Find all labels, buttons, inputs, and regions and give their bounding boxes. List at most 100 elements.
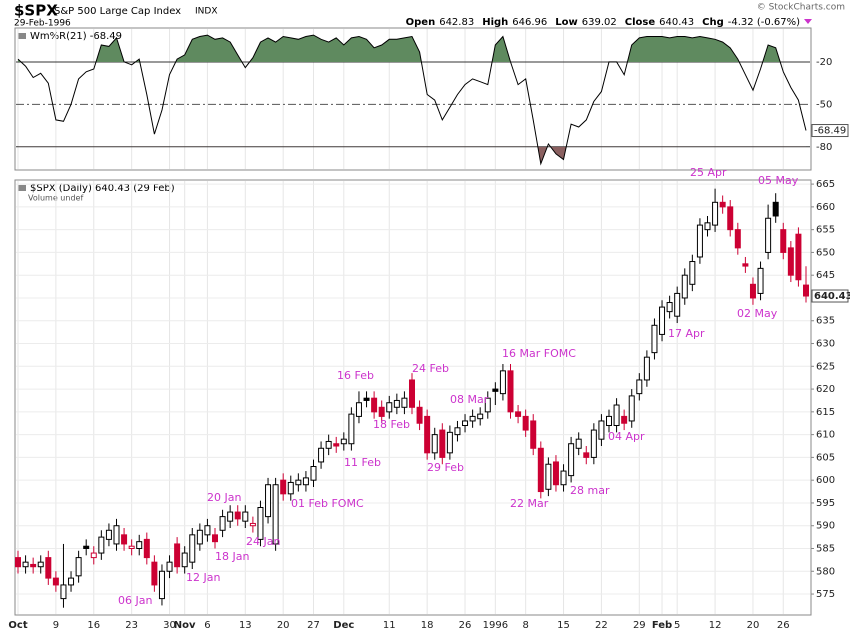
- index-name: S&P 500 Large Cap Index: [54, 6, 181, 17]
- quote-value: 640.43: [659, 17, 694, 28]
- y-tick-label: 590: [816, 521, 835, 532]
- quote-value: 642.83: [439, 17, 474, 28]
- candle-body: [204, 525, 211, 536]
- annotation: 12 Jan: [186, 571, 220, 584]
- candle-body: [742, 263, 749, 267]
- candle-body: [60, 584, 67, 600]
- candle-body: [439, 429, 446, 458]
- candle-body: [545, 463, 552, 490]
- candle-body: [136, 541, 143, 549]
- quote-label: Open: [406, 17, 436, 28]
- annotation: 08 Mar: [450, 393, 489, 406]
- quote-value: -4.32 (-0.67%): [728, 17, 800, 28]
- candle-body: [174, 543, 181, 568]
- candle-body: [265, 484, 272, 518]
- candle-body: [803, 284, 809, 297]
- candle-body: [598, 420, 605, 440]
- candle-body: [52, 577, 59, 586]
- candle-body: [83, 545, 90, 549]
- y-tick-label: 660: [816, 202, 835, 213]
- candle-body: [272, 484, 279, 545]
- candle-body: [348, 413, 355, 445]
- candle-body: [757, 267, 764, 294]
- y-tick-label: 645: [816, 270, 835, 281]
- candle-body: [386, 402, 393, 413]
- candle-body: [22, 561, 29, 568]
- candle-body: [280, 479, 287, 495]
- annotation: 16 Feb: [337, 369, 374, 382]
- candle-body: [568, 443, 575, 477]
- candle-body: [606, 415, 612, 427]
- candle-body: [151, 561, 158, 586]
- x-tick-label: 23: [125, 620, 138, 631]
- overbought-fill: [18, 35, 806, 62]
- x-tick-label: Feb: [652, 620, 672, 631]
- candle-body: [462, 420, 469, 427]
- legend-swatch: [18, 185, 26, 191]
- candle-body: [295, 479, 302, 486]
- annotation: 24 Feb: [412, 362, 449, 375]
- candle-body: [90, 552, 97, 559]
- y-tick-label: 625: [816, 361, 835, 372]
- candle-body: [189, 534, 196, 563]
- y-tick-label: -80: [816, 142, 832, 153]
- candle-body: [712, 201, 719, 226]
- annotation: 04 Apr: [608, 430, 645, 443]
- candle-body: [371, 397, 378, 413]
- candle-body: [552, 461, 559, 486]
- annotation: 29 Feb: [427, 461, 464, 474]
- candle-body: [765, 217, 772, 253]
- candle-body: [68, 577, 75, 586]
- candle-body: [469, 415, 476, 422]
- candle-body: [583, 452, 590, 458]
- annotation: 16 Mar FOMC: [502, 347, 576, 360]
- quote-label: Chg: [702, 17, 724, 28]
- candle-body: [121, 534, 128, 545]
- annotation: 18 Feb: [373, 418, 410, 431]
- candle-body: [613, 404, 620, 427]
- x-tick-label: 20: [277, 620, 290, 631]
- candle-body: [318, 447, 325, 463]
- annotation: 11 Feb: [344, 456, 381, 469]
- annotation: 24 Jan: [246, 535, 280, 548]
- last-price-label: 640.43: [814, 291, 850, 302]
- x-tick-label: 1996: [483, 620, 508, 631]
- candle-body: [522, 415, 529, 431]
- candle-body: [393, 399, 400, 408]
- x-tick-label: Nov: [174, 620, 196, 631]
- x-tick-label: 13: [239, 620, 252, 631]
- candle-body: [409, 379, 415, 408]
- candle-body: [560, 470, 567, 486]
- candle-body: [719, 201, 726, 208]
- candle-body: [158, 570, 165, 600]
- candle-body: [674, 292, 681, 317]
- y-tick-label: -20: [816, 57, 832, 68]
- candle-body: [530, 420, 537, 449]
- y-tick-label: 620: [816, 384, 835, 395]
- candle-body: [499, 370, 506, 395]
- y-tick-label: 665: [816, 179, 835, 190]
- annotation: 25 Apr: [690, 166, 727, 179]
- candle-body: [636, 379, 643, 395]
- candle-body: [340, 438, 347, 445]
- annotation: 06 Jan: [118, 594, 152, 607]
- candle-body: [113, 525, 120, 545]
- legend-swatch: [18, 33, 26, 39]
- candle-body: [454, 427, 461, 436]
- candle-body: [537, 447, 544, 493]
- annotation: 05 May: [758, 174, 799, 187]
- candle-body: [249, 522, 256, 527]
- candle-body: [651, 324, 658, 354]
- x-tick-label: 30: [163, 620, 176, 631]
- menu-arrow[interactable]: [804, 19, 812, 24]
- candle-body: [401, 397, 408, 408]
- quote-label: High: [482, 17, 508, 28]
- x-tick-label: 26: [459, 620, 472, 631]
- x-tick-label: 11: [383, 620, 396, 631]
- candle-body: [355, 402, 362, 417]
- quote-label: Close: [625, 17, 656, 28]
- y-tick-label: 595: [816, 498, 835, 509]
- candle-body: [333, 443, 340, 447]
- candle-body: [621, 415, 628, 424]
